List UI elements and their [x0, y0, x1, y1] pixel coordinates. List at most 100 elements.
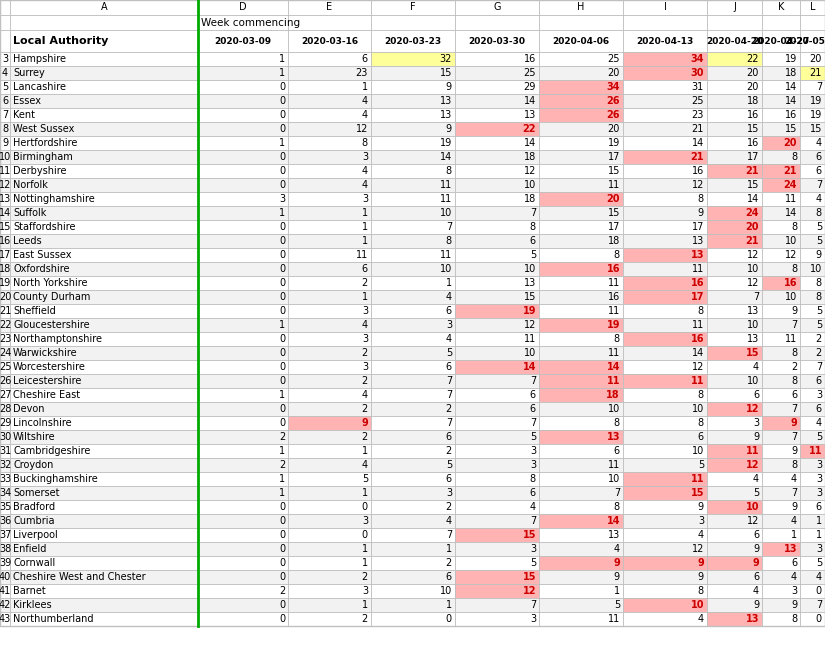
- Bar: [371, 346, 455, 360]
- Bar: [707, 388, 762, 402]
- Text: Cheshire West and Chester: Cheshire West and Chester: [13, 572, 146, 582]
- Text: 2: 2: [446, 502, 452, 512]
- Bar: [623, 234, 707, 248]
- Bar: [198, 612, 288, 626]
- Text: 11: 11: [691, 320, 704, 330]
- Bar: [539, 458, 623, 472]
- Bar: [371, 220, 455, 234]
- Bar: [539, 290, 623, 304]
- Bar: [539, 430, 623, 444]
- Text: 6: 6: [362, 264, 368, 274]
- Text: 7: 7: [446, 530, 452, 540]
- Bar: [0, 360, 10, 374]
- Bar: [800, 15, 825, 30]
- Bar: [762, 15, 800, 30]
- Bar: [800, 234, 825, 248]
- Text: 18: 18: [785, 68, 797, 78]
- Bar: [10, 66, 198, 80]
- Bar: [10, 52, 198, 66]
- Bar: [371, 528, 455, 542]
- Bar: [707, 458, 762, 472]
- Bar: [288, 374, 371, 388]
- Bar: [707, 374, 762, 388]
- Bar: [623, 206, 707, 220]
- Bar: [539, 528, 623, 542]
- Bar: [198, 15, 288, 30]
- Bar: [707, 108, 762, 122]
- Bar: [0, 598, 10, 612]
- Bar: [707, 346, 762, 360]
- Bar: [707, 178, 762, 192]
- Bar: [455, 206, 539, 220]
- Bar: [623, 220, 707, 234]
- Text: Warwickshire: Warwickshire: [13, 348, 78, 358]
- Text: 8: 8: [446, 166, 452, 176]
- Bar: [288, 402, 371, 416]
- Bar: [288, 500, 371, 514]
- Bar: [800, 178, 825, 192]
- Text: D: D: [239, 3, 247, 13]
- Text: H: H: [578, 3, 585, 13]
- Text: 1: 1: [816, 530, 822, 540]
- Bar: [10, 430, 198, 444]
- Bar: [623, 416, 707, 430]
- Text: 5: 5: [816, 222, 822, 232]
- Bar: [707, 500, 762, 514]
- Bar: [707, 402, 762, 416]
- Bar: [10, 136, 198, 150]
- Text: 13: 13: [606, 432, 620, 442]
- Bar: [0, 122, 10, 136]
- Bar: [762, 528, 800, 542]
- Text: 4: 4: [446, 334, 452, 344]
- Bar: [0, 136, 10, 150]
- Bar: [198, 402, 288, 416]
- Bar: [455, 276, 539, 290]
- Bar: [539, 192, 623, 206]
- Bar: [707, 234, 762, 248]
- Bar: [455, 430, 539, 444]
- Text: 2: 2: [446, 558, 452, 568]
- Text: 22: 22: [0, 320, 12, 330]
- Text: 14: 14: [606, 362, 620, 372]
- Bar: [623, 332, 707, 346]
- Text: 1: 1: [446, 544, 452, 554]
- Bar: [539, 318, 623, 332]
- Bar: [288, 318, 371, 332]
- Text: 0: 0: [279, 222, 285, 232]
- Bar: [288, 570, 371, 584]
- Bar: [800, 276, 825, 290]
- Bar: [455, 80, 539, 94]
- Text: 5: 5: [446, 460, 452, 470]
- Text: E: E: [327, 3, 332, 13]
- Text: 6: 6: [753, 572, 759, 582]
- Text: 28: 28: [0, 404, 12, 414]
- Bar: [10, 612, 198, 626]
- Bar: [623, 15, 707, 30]
- Text: 21: 21: [746, 236, 759, 246]
- Text: 5: 5: [614, 600, 620, 610]
- Bar: [539, 304, 623, 318]
- Bar: [371, 402, 455, 416]
- Text: Lincolnshire: Lincolnshire: [13, 418, 72, 428]
- Bar: [10, 318, 198, 332]
- Text: 0: 0: [279, 404, 285, 414]
- Text: 6: 6: [816, 376, 822, 386]
- Bar: [371, 584, 455, 598]
- Bar: [288, 262, 371, 276]
- Text: 13: 13: [747, 306, 759, 316]
- Bar: [10, 500, 198, 514]
- Bar: [0, 220, 10, 234]
- Text: 6: 6: [816, 166, 822, 176]
- Bar: [455, 192, 539, 206]
- Bar: [371, 66, 455, 80]
- Bar: [800, 542, 825, 556]
- Bar: [707, 52, 762, 66]
- Text: 13: 13: [691, 236, 704, 246]
- Bar: [10, 262, 198, 276]
- Bar: [539, 234, 623, 248]
- Text: 6: 6: [446, 362, 452, 372]
- Bar: [539, 234, 623, 248]
- Bar: [10, 30, 198, 52]
- Text: 13: 13: [0, 194, 11, 204]
- Bar: [455, 514, 539, 528]
